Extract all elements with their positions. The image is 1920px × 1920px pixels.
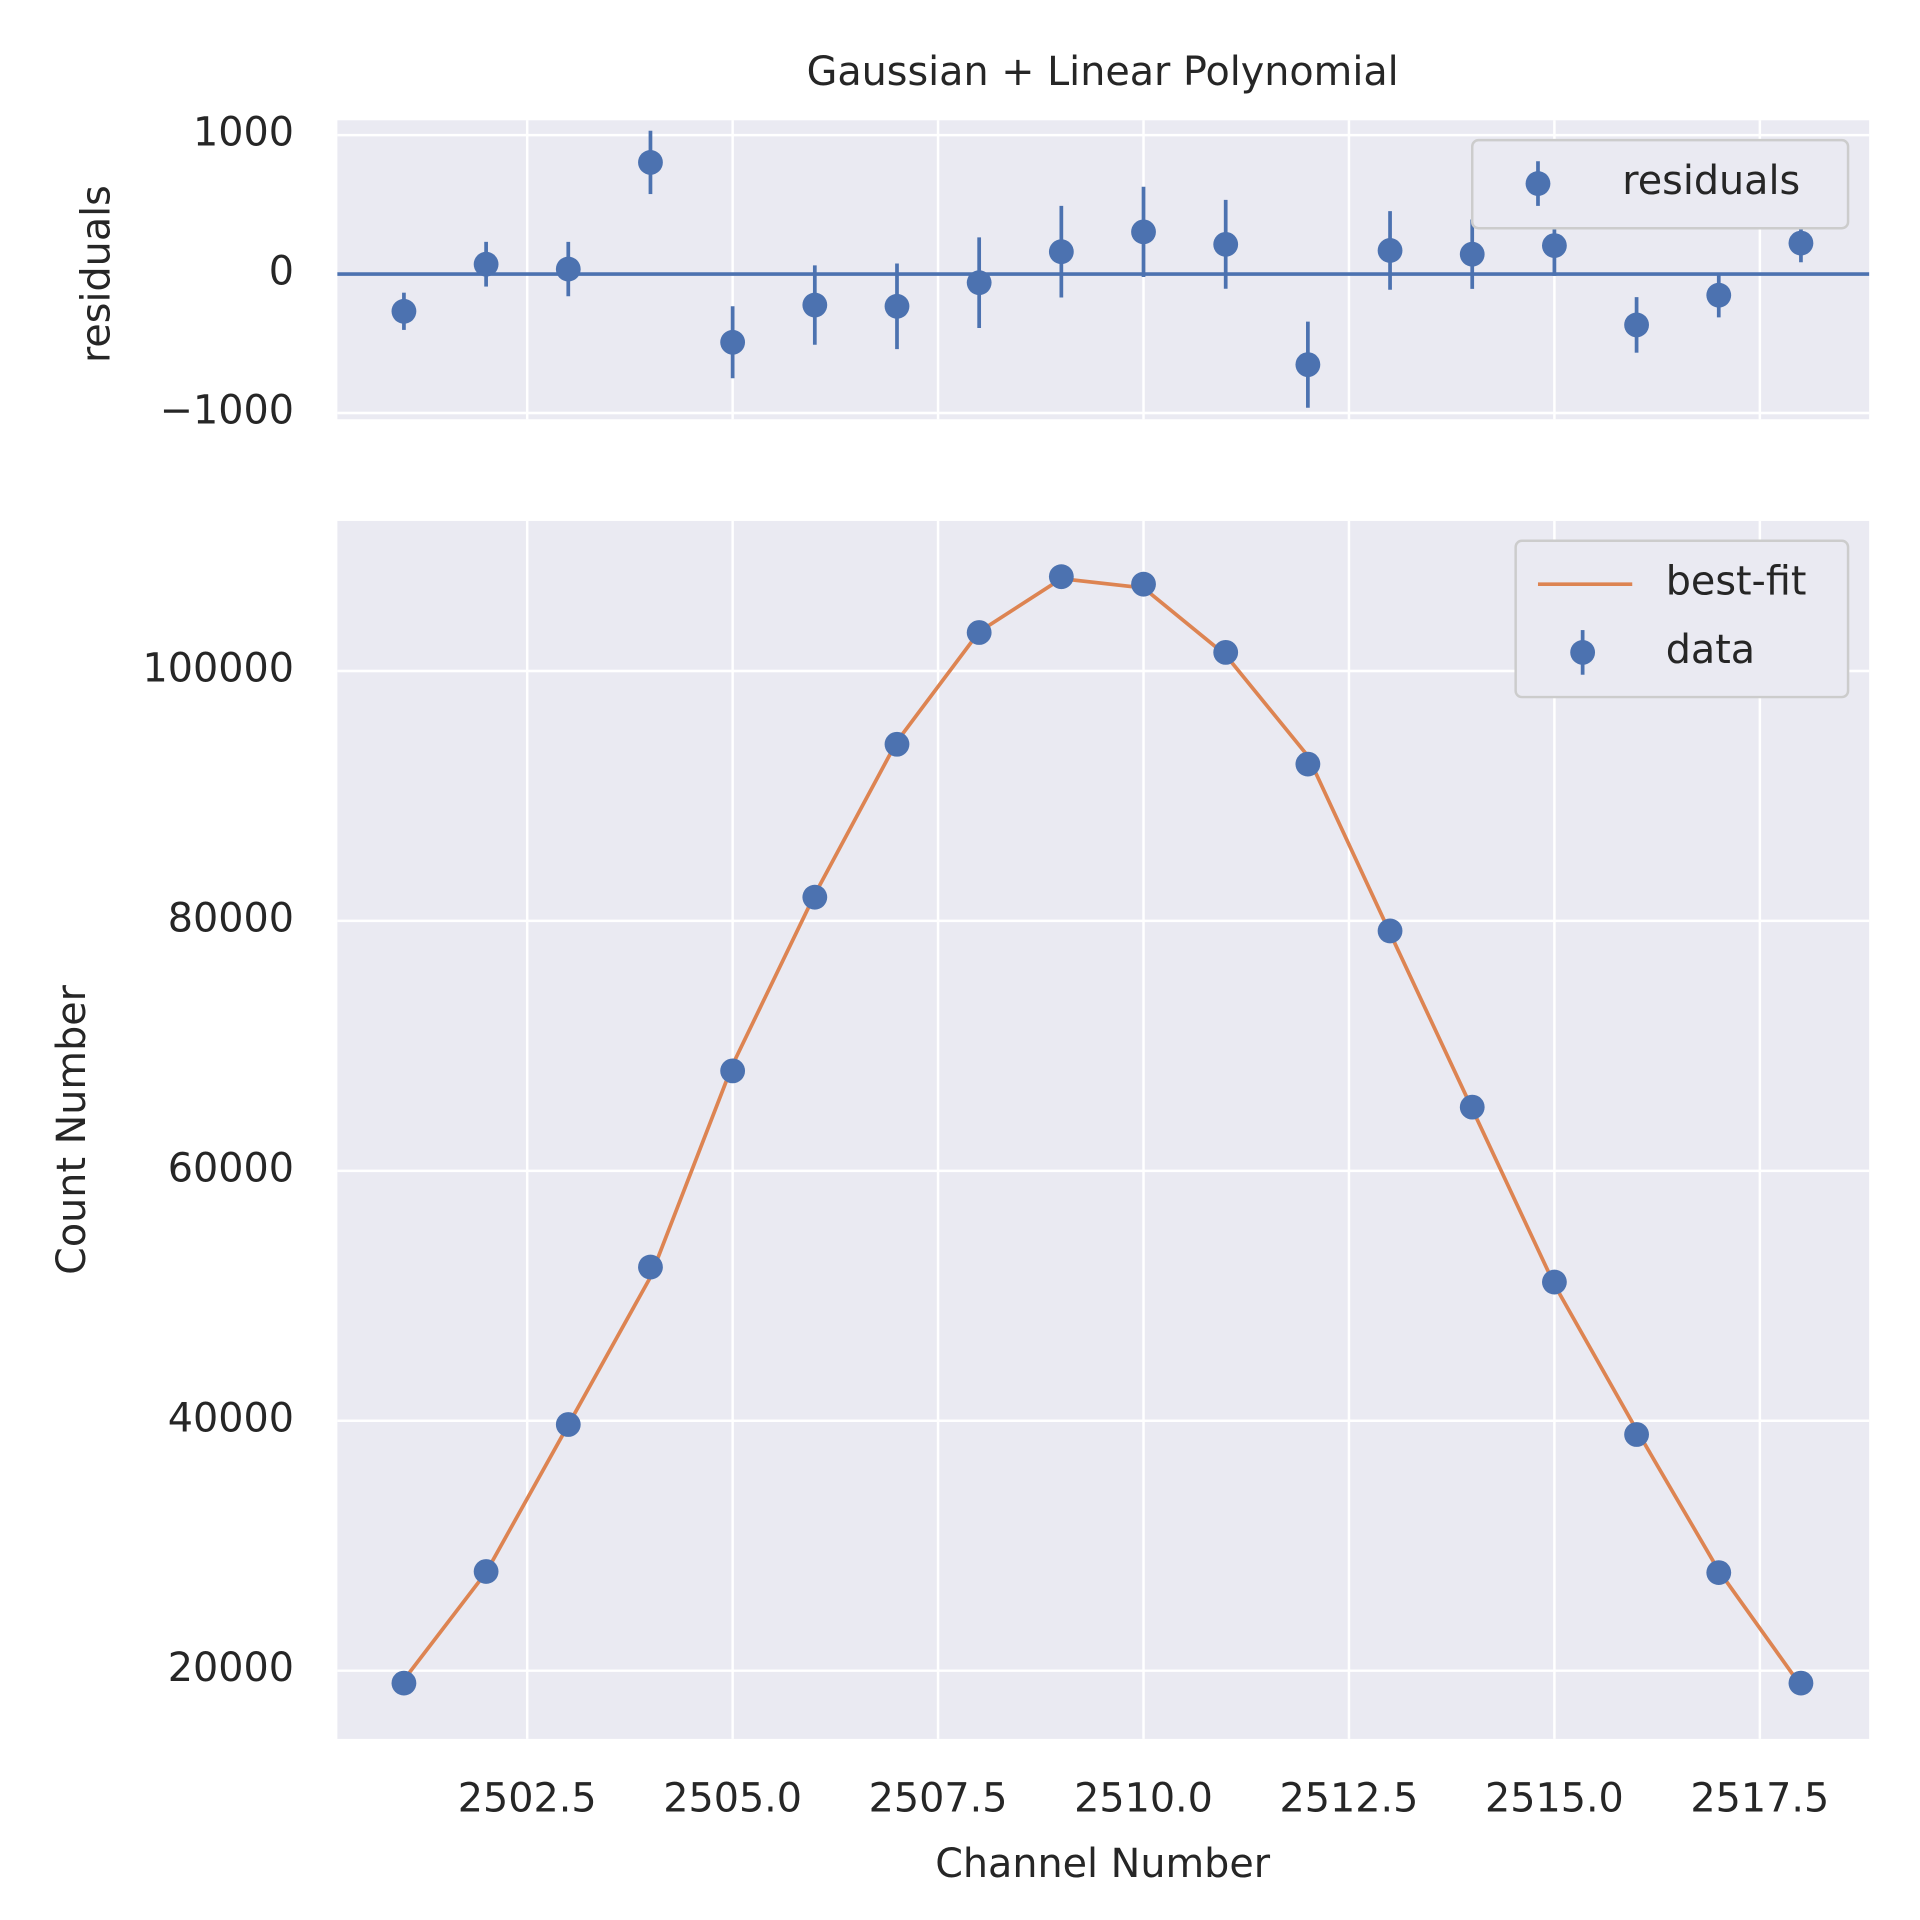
- x-tick-label: 2515.0: [1485, 1775, 1624, 1821]
- legend-marker: [1525, 171, 1551, 196]
- point: [1048, 564, 1074, 590]
- chart-title: Gaussian + Linear Polynomial: [807, 49, 1399, 95]
- point: [1377, 918, 1403, 944]
- point: [1788, 1670, 1814, 1696]
- x-axis-label: Channel Number: [935, 1841, 1271, 1887]
- point: [1624, 312, 1649, 338]
- point: [473, 1559, 499, 1584]
- y-axis-label: Count Number: [49, 984, 95, 1274]
- point: [884, 731, 910, 757]
- y-tick-label: 80000: [168, 895, 294, 941]
- point: [1706, 1560, 1732, 1585]
- point: [1542, 233, 1567, 259]
- y-tick-label: 60000: [168, 1145, 294, 1191]
- x-tick-label: 2517.5: [1690, 1775, 1829, 1821]
- y-tick-label: 0: [269, 249, 294, 295]
- point: [802, 292, 828, 318]
- point: [1542, 1269, 1567, 1295]
- point: [1706, 282, 1732, 308]
- y-tick-label: −1000: [160, 387, 294, 433]
- y-tick-label: 20000: [168, 1645, 294, 1691]
- point: [966, 620, 992, 645]
- point: [1048, 239, 1074, 265]
- y-axis-label: residuals: [74, 185, 120, 363]
- legend-label: data: [1666, 627, 1755, 673]
- point: [1213, 231, 1239, 257]
- y-tick-label: 100000: [143, 646, 294, 692]
- x-tick-label: 2510.0: [1074, 1775, 1213, 1821]
- point: [555, 1412, 581, 1437]
- point: [1624, 1422, 1649, 1447]
- point: [720, 329, 746, 355]
- point: [391, 298, 417, 324]
- legend: [1514, 539, 1850, 699]
- point: [638, 1254, 663, 1280]
- point: [473, 251, 499, 277]
- point: [720, 1058, 746, 1084]
- point: [1459, 241, 1485, 267]
- point: [1131, 219, 1156, 245]
- x-tick-label: 2512.5: [1280, 1775, 1419, 1821]
- point: [802, 884, 828, 910]
- point: [1788, 230, 1814, 256]
- point: [1131, 571, 1156, 597]
- fit-line: [402, 576, 1803, 1687]
- y-tick-label: 1000: [193, 110, 294, 156]
- point: [884, 293, 910, 319]
- y-tick-label: 40000: [168, 1395, 294, 1441]
- point: [1377, 238, 1403, 263]
- point: [555, 256, 581, 282]
- plot-area: [337, 520, 1870, 1739]
- point: [966, 270, 992, 296]
- point: [1459, 1094, 1485, 1120]
- legend-label: best-fit: [1666, 559, 1807, 605]
- x-tick-label: 2502.5: [458, 1775, 597, 1821]
- legend-label: residuals: [1622, 158, 1800, 204]
- point: [1213, 639, 1239, 665]
- point: [391, 1670, 417, 1696]
- point: [638, 149, 663, 175]
- point: [1295, 751, 1321, 777]
- x-tick-label: 2505.0: [663, 1775, 802, 1821]
- legend: [1471, 138, 1850, 230]
- point: [1295, 352, 1321, 378]
- x-tick-label: 2507.5: [869, 1775, 1008, 1821]
- legend-marker: [1570, 640, 1596, 665]
